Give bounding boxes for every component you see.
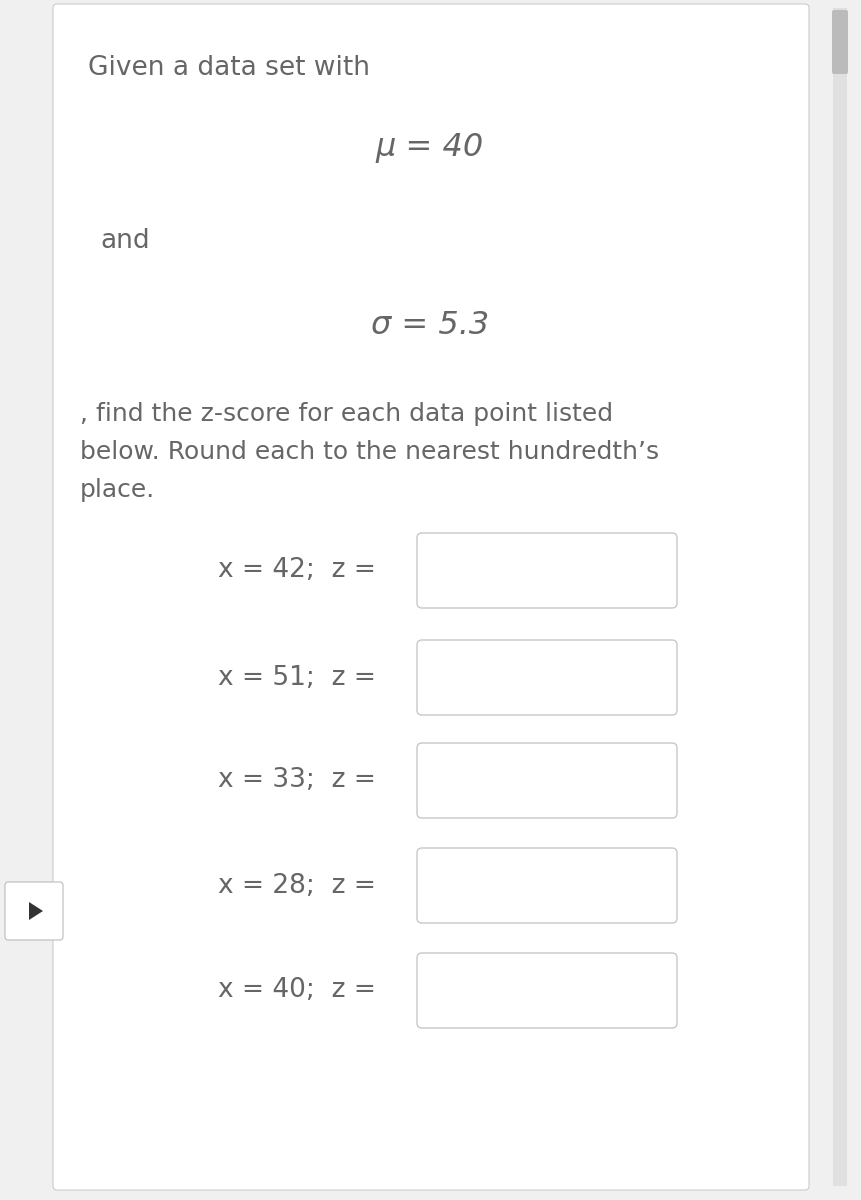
FancyBboxPatch shape [417,533,677,608]
FancyBboxPatch shape [417,743,677,818]
Text: Given a data set with: Given a data set with [88,55,370,80]
Text: , find the z-score for each data point listed: , find the z-score for each data point l… [80,402,613,426]
FancyBboxPatch shape [417,953,677,1028]
FancyBboxPatch shape [53,4,809,1190]
Text: x = 28;  z =: x = 28; z = [218,872,376,899]
FancyBboxPatch shape [5,882,63,940]
Text: x = 40;  z =: x = 40; z = [218,978,376,1003]
FancyBboxPatch shape [417,848,677,923]
Text: x = 42;  z =: x = 42; z = [218,558,376,583]
Text: place.: place. [80,478,155,502]
FancyBboxPatch shape [417,640,677,715]
Text: and: and [100,228,150,254]
Polygon shape [29,902,43,920]
Text: x = 33;  z =: x = 33; z = [218,768,376,793]
FancyBboxPatch shape [833,8,847,1186]
Text: x = 51;  z =: x = 51; z = [218,665,376,690]
Text: μ = 40: μ = 40 [376,132,484,163]
Text: below. Round each to the nearest hundredth’s: below. Round each to the nearest hundred… [80,440,660,464]
FancyBboxPatch shape [832,10,848,74]
Text: σ = 5.3: σ = 5.3 [371,310,489,341]
